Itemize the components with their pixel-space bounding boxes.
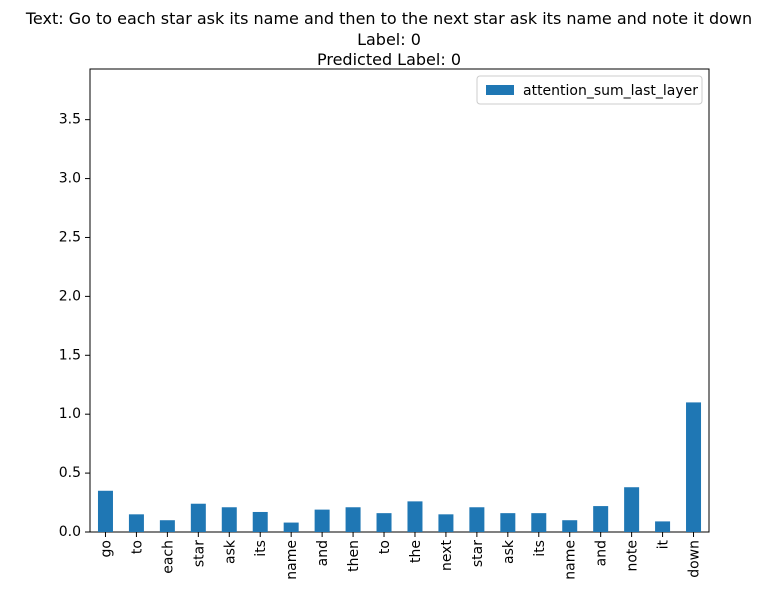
x-tick-label-3: star (191, 540, 207, 567)
legend-label: attention_sum_last_layer (523, 83, 698, 99)
plot-frame (89, 68, 710, 533)
bar-10 (407, 501, 423, 532)
bar-4 (221, 507, 237, 532)
x-tick-label-1: to (129, 540, 145, 554)
x-tick-label-9: to (377, 540, 393, 554)
bar-2 (159, 520, 175, 532)
chart-title-line-1: Text: Go to each star ask its name and t… (25, 9, 752, 28)
bar-7 (314, 509, 330, 532)
y-tick-label-3: 1.5 (59, 347, 81, 363)
x-tick-label-4: ask (222, 539, 238, 564)
x-tick-label-5: its (253, 540, 269, 557)
bar-3 (190, 503, 206, 532)
x-tick-label-16: and (594, 540, 610, 566)
chart-title-line-2: Label: 0 (357, 30, 421, 49)
x-tick-label-14: its (532, 540, 548, 557)
x-tick-label-18: it (656, 540, 672, 550)
x-tick-label-15: name (563, 540, 579, 580)
bar-13 (500, 513, 516, 532)
bar-19 (686, 402, 702, 532)
x-tick-label-19: down (687, 540, 703, 578)
y-tick-label-1: 0.5 (59, 465, 81, 481)
bar-9 (376, 513, 392, 532)
bar-16 (593, 506, 609, 532)
x-tick-label-2: each (160, 540, 176, 574)
x-tick-label-11: next (439, 539, 455, 571)
x-tick-label-0: go (98, 540, 114, 557)
bar-15 (562, 520, 578, 532)
x-tick-label-17: note (625, 540, 641, 572)
bar-17 (624, 487, 640, 532)
y-tick-label-7: 3.5 (59, 112, 81, 128)
y-tick-label-0: 0.0 (59, 524, 81, 540)
bar-12 (469, 507, 485, 532)
bar-6 (283, 522, 299, 532)
x-tick-label-6: name (284, 540, 300, 580)
x-tick-label-12: star (470, 540, 486, 567)
bar-1 (128, 514, 144, 532)
bar-8 (345, 507, 361, 532)
y-tick-label-2: 1.0 (59, 406, 81, 422)
bar-14 (531, 513, 547, 532)
bar-0 (97, 490, 113, 532)
bar-18 (655, 521, 671, 532)
y-tick-label-5: 2.5 (59, 229, 81, 245)
legend-swatch (486, 85, 514, 95)
x-tick-label-13: ask (501, 539, 517, 564)
legend-box (476, 75, 703, 105)
x-tick-label-7: and (315, 540, 331, 566)
x-tick-label-8: then (346, 540, 362, 572)
x-tick-label-10: the (408, 540, 424, 563)
chart-title-line-3: Predicted Label: 0 (317, 50, 461, 69)
y-tick-label-6: 3.0 (59, 171, 81, 187)
y-tick-label-4: 2.0 (59, 288, 81, 304)
bar-5 (252, 511, 268, 532)
bar-11 (438, 514, 454, 532)
